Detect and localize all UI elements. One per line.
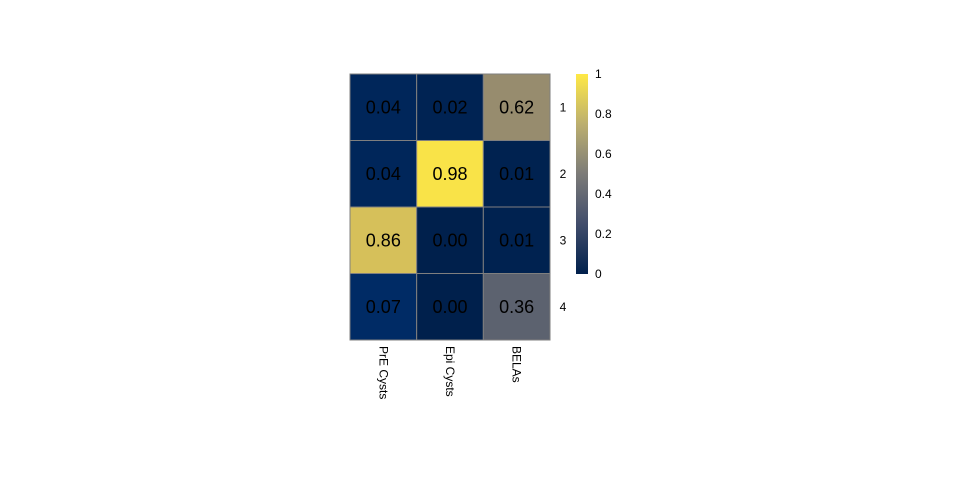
cell-value-label-r4-c3: 0.36 (499, 297, 534, 317)
heatmap-cell-r1-c3 (482, 73, 551, 141)
row-label-2: 2 (560, 167, 567, 181)
column-label-1: PrE Cysts (376, 346, 390, 399)
heatmap-cell-r2-c1 (349, 140, 418, 208)
cell-value-label-r2-c1: 0.04 (366, 164, 401, 184)
colorbar-tick-label-4: 0.6 (595, 147, 612, 161)
cell-value-label-r2-c3: 0.01 (499, 164, 534, 184)
colorbar-gradient (576, 74, 588, 274)
heatmap-cell-r4-c1 (349, 273, 418, 341)
colorbar-tick-label-3: 0.4 (595, 187, 612, 201)
colorbar-tick-label-5: 0.8 (595, 107, 612, 121)
heatmap-cell-r3-c2 (416, 206, 484, 274)
cell-value-label-r1-c1: 0.04 (366, 97, 401, 117)
cell-value-label-r3-c1: 0.86 (366, 230, 401, 250)
cell-value-label-r1-c3: 0.62 (499, 97, 534, 117)
cell-value-label-r4-c2: 0.00 (432, 297, 467, 317)
heatmap-cell-r1-c1 (349, 73, 418, 141)
colorbar-tick-label-1: 0 (595, 267, 602, 281)
colorbar: 0 0.2 0.4 0.6 0.8 1 (576, 67, 612, 281)
row-label-1: 1 (560, 100, 567, 114)
column-labels: PrE Cysts Epi Cysts BELAs (376, 346, 523, 399)
row-label-4: 4 (560, 300, 567, 314)
cell-value-label-r1-c2: 0.02 (432, 97, 467, 117)
heatmap-cell-r2-c3 (482, 140, 551, 208)
row-labels: 1 2 3 4 (560, 100, 567, 314)
row-label-3: 3 (560, 233, 567, 247)
column-label-3: BELAs (510, 346, 524, 383)
colorbar-tick-label-6: 1 (595, 67, 602, 81)
cell-value-label-r3-c2: 0.00 (432, 230, 467, 250)
heatmap-cells: 0.04 0.02 0.62 0.04 0.98 0.01 0.86 0.00 0.01 0.07… (349, 73, 551, 341)
cell-value-label-r4-c1: 0.07 (366, 297, 401, 317)
colorbar-tick-label-2: 0.2 (595, 227, 612, 241)
heatmap-cell-r4-c3 (482, 273, 551, 341)
heatmap-cell-r1-c2 (416, 73, 484, 141)
cell-value-label-r2-c2: 0.98 (432, 164, 467, 184)
column-label-2: Epi Cysts (443, 346, 457, 397)
cell-value-label-r3-c3: 0.01 (499, 230, 534, 250)
